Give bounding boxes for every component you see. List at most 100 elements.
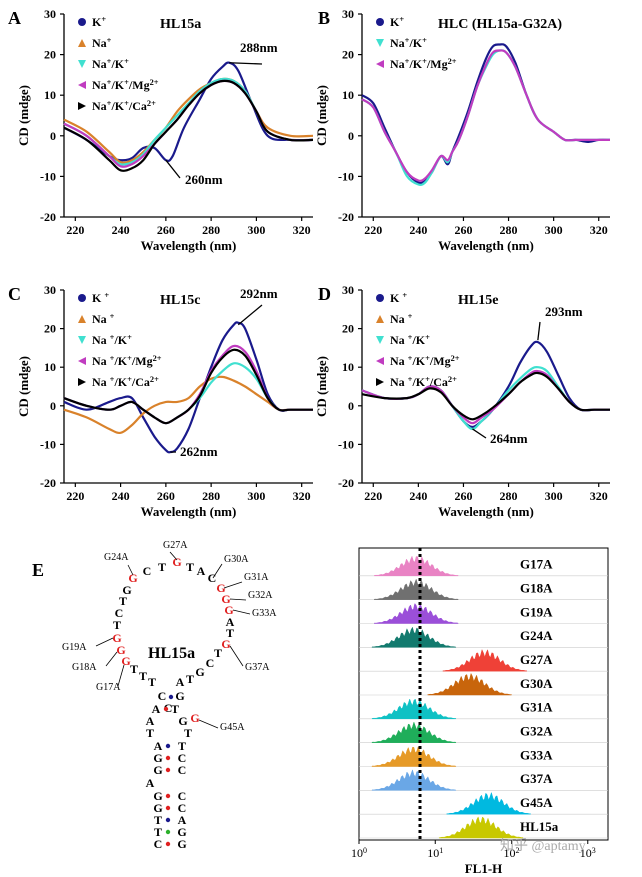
nucleotide: G <box>128 571 137 585</box>
legend-label: Na + <box>92 312 115 327</box>
legend-marker <box>376 378 384 386</box>
histogram-label: G18A <box>520 581 553 596</box>
mutation-leader <box>169 551 178 561</box>
histogram-peak <box>371 721 457 743</box>
x-axis-label: FL1-H <box>465 861 503 876</box>
nucleotide: T <box>148 675 156 689</box>
base-pair-dot <box>163 706 169 712</box>
nucleotide: T <box>154 825 162 839</box>
mutation-labels: G27A G24A G30A G31A G32A G33A G19A G18A G17A G37A… <box>62 540 277 733</box>
x-tick-label: 240 <box>409 223 427 237</box>
x-tick-label: 260 <box>454 489 472 503</box>
legend-marker <box>78 357 86 365</box>
nucleotide: C <box>158 689 167 703</box>
nucleotide: A <box>152 702 161 716</box>
legend-marker <box>78 60 86 68</box>
x-axis-label: Wavelength (nm) <box>438 504 534 519</box>
nucleotide: G <box>195 665 204 679</box>
mutation-label: G37A <box>245 662 270 673</box>
legend-marker <box>78 336 86 344</box>
nucleotide: C <box>115 606 124 620</box>
x-tick-label: 280 <box>500 223 518 237</box>
legend-marker <box>376 39 384 47</box>
nucleotide: T <box>178 739 186 753</box>
histogram-label: G45A <box>520 795 553 810</box>
histogram-label: G19A <box>520 604 553 619</box>
nucleotide: G <box>177 837 186 851</box>
y-tick-label: -10 <box>338 169 354 183</box>
mutation-leader <box>105 651 118 667</box>
y-tick-label: -10 <box>338 437 354 451</box>
nucleotide: T <box>158 560 166 574</box>
annotation-label: 288nm <box>240 40 278 55</box>
x-tick-label: 300 <box>545 489 563 503</box>
nucleotide: C <box>208 571 217 585</box>
series-line <box>63 348 313 425</box>
legend-marker <box>376 18 384 26</box>
y-tick-label: 20 <box>44 48 56 62</box>
legend-label: Na+/K+/Mg2+ <box>390 57 457 72</box>
histogram-peak <box>371 746 457 767</box>
x-tick-label: 280 <box>202 489 220 503</box>
y-tick-label: -10 <box>40 169 56 183</box>
y-axis-label: CD (mdge) <box>16 85 31 146</box>
mutation-label: G24A <box>104 552 129 563</box>
series-line <box>361 49 610 182</box>
x-tick-label: 240 <box>112 223 130 237</box>
annotation-label: 292nm <box>240 286 278 301</box>
legend-label: K+ <box>92 15 106 30</box>
legend-marker <box>376 315 384 323</box>
x-tick-label: 320 <box>293 489 311 503</box>
nucleotide: G <box>224 603 233 617</box>
mutation-label: G27A <box>163 540 188 551</box>
y-tick-label: 0 <box>50 399 56 413</box>
histogram-label: G30A <box>520 676 553 691</box>
legend-label: Na +/K+/Ca2+ <box>92 375 159 390</box>
base-pair-dot <box>168 694 174 700</box>
histogram-peak <box>373 555 459 577</box>
mutation-leader <box>229 645 244 667</box>
series-line <box>63 79 314 172</box>
legend-marker <box>78 18 86 26</box>
y-tick-label: 10 <box>342 88 354 102</box>
mutation-label: G32A <box>248 590 273 601</box>
legend-label: Na+/K+/Mg2+ <box>92 78 159 93</box>
nucleotide: G <box>177 825 186 839</box>
nucleotide: G <box>172 555 181 569</box>
nucleotide: G <box>221 592 230 606</box>
nucleotide: A <box>226 615 235 629</box>
nucleotide: T <box>184 726 192 740</box>
panel-letter-e: E <box>32 560 44 580</box>
mutation-leader <box>117 664 125 687</box>
series-line <box>361 371 610 421</box>
nucleotide: T <box>171 702 179 716</box>
mutation-label: G17A <box>96 682 121 693</box>
annotation-leader <box>237 304 263 326</box>
mutation-label: G30A <box>224 554 249 565</box>
histogram-peak <box>373 602 459 624</box>
panel-e-histograms: G17A G18A G19A G24A G27A G30A G31A G32A G33A G37A… <box>351 547 609 876</box>
histogram-label: G24A <box>520 628 553 643</box>
x-tick-label: 260 <box>157 223 175 237</box>
legend-marker <box>78 81 86 89</box>
panel-letter-b: B <box>318 8 330 28</box>
histogram-label: G32A <box>520 724 553 739</box>
legend-marker <box>78 102 86 110</box>
y-tick-label: 10 <box>44 360 56 374</box>
legend-label: Na + <box>390 312 413 327</box>
annotation-label: 293nm <box>545 304 583 319</box>
annotation-leader <box>472 428 487 439</box>
base-pair-dot <box>165 829 171 835</box>
x-tick-label: 100 <box>351 846 367 861</box>
chart-title: HL15c <box>160 293 200 308</box>
histogram-peak <box>371 698 457 720</box>
annotation-leader <box>537 321 541 341</box>
y-tick-label: 0 <box>348 129 354 143</box>
mutation-leader <box>229 598 247 601</box>
nucleotide: T <box>119 594 127 608</box>
nucleotide: T <box>186 672 194 686</box>
histogram-peak <box>371 626 457 648</box>
nucleotide: G <box>221 637 230 651</box>
